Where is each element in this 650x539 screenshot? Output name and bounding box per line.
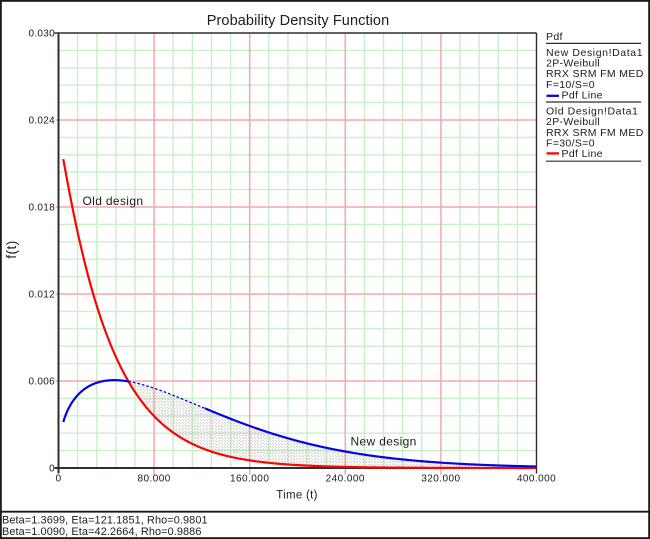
svg-text:Pdf Line: Pdf Line [562, 148, 603, 160]
svg-text:0.018: 0.018 [28, 203, 55, 214]
svg-text:New Design!Data1: New Design!Data1 [546, 47, 643, 59]
svg-text:New design: New design [351, 434, 417, 448]
svg-text:2P-Weibull: 2P-Weibull [546, 116, 600, 128]
svg-text:0: 0 [55, 474, 61, 485]
svg-text:f(t): f(t) [4, 240, 19, 259]
svg-text:F=30/S=0: F=30/S=0 [546, 137, 595, 149]
svg-text:Time (t): Time (t) [276, 490, 318, 502]
svg-text:0.024: 0.024 [28, 116, 55, 127]
svg-text:Probability Density Function: Probability Density Function [207, 13, 390, 29]
svg-text:F=10/S=0: F=10/S=0 [546, 79, 595, 91]
svg-text:Pdf Line: Pdf Line [562, 89, 603, 101]
svg-text:Old Design!Data1: Old Design!Data1 [546, 106, 638, 118]
svg-text:320.000: 320.000 [421, 474, 460, 485]
svg-text:2P-Weibull: 2P-Weibull [546, 58, 600, 70]
svg-text:160.000: 160.000 [230, 474, 269, 485]
svg-text:Pdf: Pdf [546, 31, 563, 43]
svg-text:0.006: 0.006 [28, 377, 55, 388]
svg-text:Beta=1.0090, Eta=42.2664, Rho=: Beta=1.0090, Eta=42.2664, Rho=0.9886 [2, 526, 202, 538]
svg-text:400.000: 400.000 [517, 474, 556, 485]
svg-text:RRX SRM FM MED: RRX SRM FM MED [546, 127, 644, 139]
svg-text:0: 0 [49, 464, 55, 475]
svg-text:80.000: 80.000 [137, 474, 170, 485]
svg-text:0.030: 0.030 [28, 29, 55, 40]
svg-text:Old design: Old design [83, 194, 144, 208]
svg-text:0.012: 0.012 [28, 290, 55, 301]
svg-text:RRX SRM FM MED: RRX SRM FM MED [546, 68, 644, 80]
svg-text:Beta=1.3699, Eta=121.1851, Rho: Beta=1.3699, Eta=121.1851, Rho=0.9801 [2, 514, 208, 526]
svg-text:240.000: 240.000 [326, 474, 365, 485]
